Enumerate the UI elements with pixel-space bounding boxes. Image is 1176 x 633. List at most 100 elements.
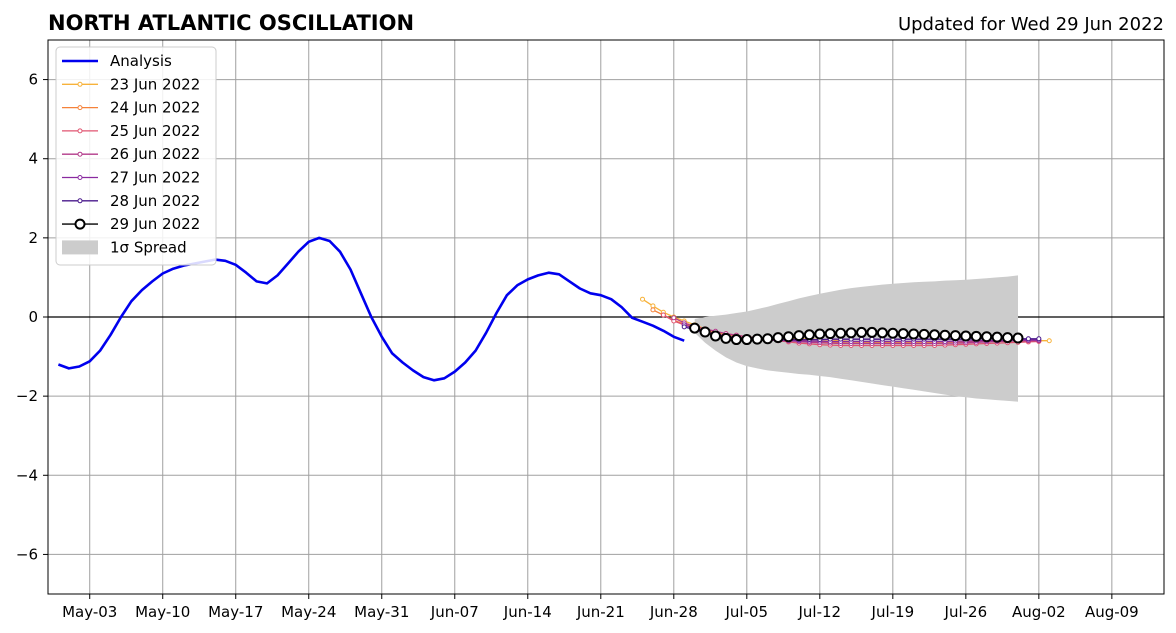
current-forecast-point — [866, 326, 878, 338]
current-forecast-point — [991, 331, 1003, 343]
x-tick-label: Jun-21 — [576, 603, 625, 621]
legend-label: 26 Jun 2022 — [110, 145, 200, 163]
legend-box — [55, 46, 217, 266]
x-axis: May-03 May-10 May-17 May-24 May-31 Jun-07 Jun-… — [62, 594, 1139, 621]
x-tick-label: Aug-02 — [1012, 603, 1066, 621]
legend-item: 27 Jun 2022 — [62, 169, 200, 187]
current-forecast-point — [762, 333, 774, 345]
forecast-point — [1025, 336, 1031, 342]
current-forecast-point — [783, 331, 795, 343]
forecast-point — [640, 296, 646, 302]
current-forecast-point — [845, 327, 857, 339]
legend-label: 28 Jun 2022 — [110, 192, 200, 210]
legend-label: 24 Jun 2022 — [110, 99, 200, 117]
current-forecast-series — [689, 322, 1024, 346]
y-tick-label: 4 — [28, 150, 38, 168]
forecast-point — [650, 303, 656, 309]
y-axis: 6 4 2 0 −2 −4 −6 — [16, 71, 48, 563]
current-forecast-point — [730, 334, 742, 346]
current-forecast-point — [772, 332, 784, 344]
current-forecast-point — [887, 327, 899, 339]
current-forecast-point — [741, 334, 753, 346]
current-forecast-point — [949, 330, 961, 342]
chart-subtitle: Updated for Wed 29 Jun 2022 — [898, 14, 1164, 35]
current-forecast-point — [908, 328, 920, 340]
x-tick-label: May-03 — [62, 603, 117, 621]
legend-label: 23 Jun 2022 — [110, 75, 200, 93]
y-tick-label: 6 — [28, 71, 38, 89]
x-tick-label: May-10 — [135, 603, 190, 621]
legend-label: Analysis — [110, 52, 172, 70]
legend-item: 25 Jun 2022 — [62, 122, 200, 140]
current-forecast-point — [1002, 332, 1014, 344]
legend-marker — [74, 218, 86, 230]
y-tick-label: −2 — [16, 387, 38, 405]
y-tick-label: −6 — [16, 545, 38, 563]
x-tick-label: Jun-14 — [503, 603, 552, 621]
chart-title: NORTH ATLANTIC OSCILLATION — [48, 11, 414, 35]
current-forecast-point — [710, 330, 722, 342]
legend-marker — [77, 151, 83, 157]
legend-item: 28 Jun 2022 — [62, 192, 200, 210]
legend-label: 29 Jun 2022 — [110, 215, 200, 233]
x-tick-label: Jun-07 — [430, 603, 479, 621]
current-forecast-point — [929, 329, 941, 341]
current-forecast-point — [918, 328, 930, 340]
legend-label: 27 Jun 2022 — [110, 169, 200, 187]
legend-marker — [77, 105, 83, 111]
analysis-line — [57, 236, 685, 382]
forecast-point — [1046, 338, 1052, 344]
legend-label: 25 Jun 2022 — [110, 122, 200, 140]
legend-item: Analysis — [62, 52, 172, 70]
legend-item: 1σ Spread — [62, 238, 187, 256]
current-forecast-point — [824, 328, 836, 340]
legend-item: 23 Jun 2022 — [62, 75, 200, 93]
current-forecast-point — [689, 322, 701, 334]
current-forecast-point — [897, 328, 909, 340]
current-forecast-point — [856, 326, 868, 338]
x-tick-label: May-24 — [281, 603, 336, 621]
x-tick-label: Jul-05 — [724, 603, 768, 621]
x-tick-label: May-31 — [354, 603, 409, 621]
x-tick-label: Aug-09 — [1085, 603, 1139, 621]
current-forecast-point — [751, 333, 763, 345]
y-tick-label: 2 — [28, 229, 38, 247]
x-tick-label: Jul-12 — [798, 603, 842, 621]
current-forecast-point — [876, 327, 888, 339]
current-forecast-point — [960, 330, 972, 342]
legend: Analysis 23 Jun 2022 24 Jun 2022 25 Jun 202… — [55, 46, 217, 266]
current-forecast-point — [970, 330, 982, 342]
current-forecast-point — [720, 332, 732, 344]
current-forecast-point — [835, 327, 847, 339]
current-forecast-point — [939, 329, 951, 341]
spread-area — [694, 275, 1018, 402]
forecast-point — [1036, 336, 1042, 342]
legend-swatch — [62, 240, 98, 255]
forecast-point — [671, 315, 677, 321]
current-forecast-point — [981, 331, 993, 343]
x-tick-label: Jun-28 — [649, 603, 698, 621]
legend-item: 24 Jun 2022 — [62, 99, 200, 117]
forecast-point — [681, 324, 687, 330]
legend-item: 29 Jun 2022 — [62, 215, 200, 233]
current-forecast-point — [814, 328, 826, 340]
legend-label: 1σ Spread — [110, 238, 187, 256]
current-forecast-point — [793, 330, 805, 342]
legend-item: 26 Jun 2022 — [62, 145, 200, 163]
y-tick-label: 0 — [28, 308, 38, 326]
x-tick-label: Jul-19 — [871, 603, 915, 621]
current-forecast-point — [699, 326, 711, 338]
legend-marker — [77, 198, 83, 204]
legend-marker — [77, 81, 83, 87]
x-tick-label: Jul-26 — [944, 603, 988, 621]
legend-marker — [77, 128, 83, 134]
forecast-point — [660, 312, 666, 318]
forecast-point — [650, 307, 656, 313]
x-tick-label: May-17 — [208, 603, 263, 621]
spread-band — [694, 275, 1018, 402]
current-forecast-point — [803, 329, 815, 341]
legend-marker — [77, 175, 83, 180]
analysis-series — [57, 236, 685, 382]
current-forecast-point — [1012, 332, 1024, 344]
